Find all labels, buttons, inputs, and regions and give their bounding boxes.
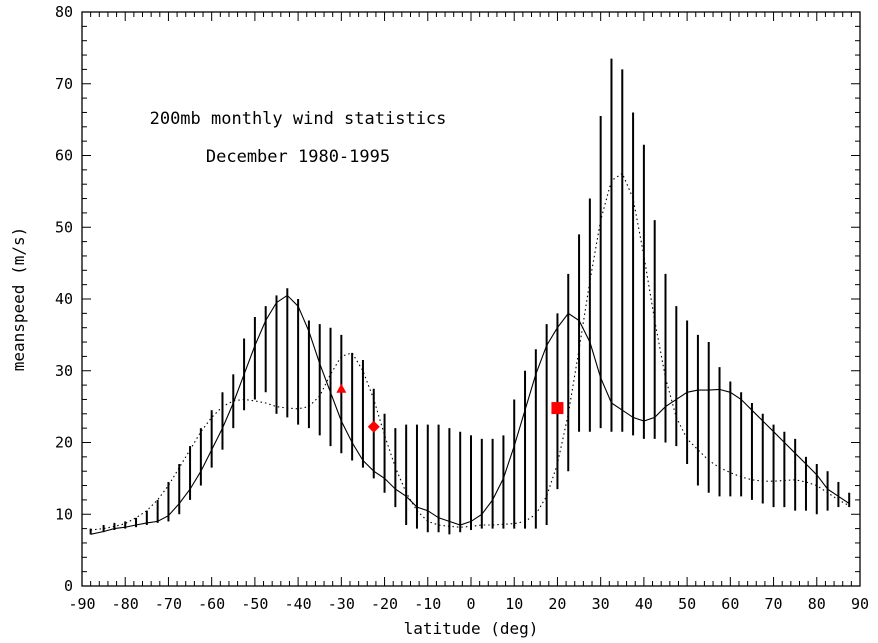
marker-triangle	[336, 383, 347, 393]
x-tick-label: 30	[592, 595, 610, 613]
x-tick-label: -40	[285, 595, 312, 613]
x-tick-label: 40	[635, 595, 653, 613]
marker-diamond	[367, 420, 380, 433]
x-tick-label: -10	[414, 595, 441, 613]
x-tick-label: 0	[466, 595, 475, 613]
y-tick-label: 40	[55, 290, 73, 308]
x-tick-label: 80	[808, 595, 826, 613]
y-tick-label: 70	[55, 75, 73, 93]
x-tick-label: -90	[68, 595, 95, 613]
y-axis-label: meanspeed (m/s)	[9, 227, 28, 372]
marker-square	[551, 402, 564, 415]
dotted-line-series	[90, 172, 850, 531]
x-tick-label: 10	[505, 595, 523, 613]
x-tick-label: 20	[548, 595, 566, 613]
axis-ticks	[81, 11, 861, 587]
series-lines	[90, 172, 850, 535]
y-tick-label: 20	[55, 434, 73, 452]
x-tick-label: -20	[371, 595, 398, 613]
x-tick-label: -70	[155, 595, 182, 613]
axis-tick-labels: -90 -80 -70 -60 -50 -40 -30 -20 -10 0 10 20 30 40 50 60…	[55, 3, 869, 613]
chart-subtitle: December 1980-1995	[206, 147, 390, 167]
x-tick-label: -50	[241, 595, 268, 613]
y-tick-label: 50	[55, 218, 73, 236]
red-markers	[336, 383, 564, 433]
y-tick-label: 0	[64, 577, 73, 595]
x-tick-label: -60	[198, 595, 225, 613]
y-tick-label: 80	[55, 3, 73, 21]
x-tick-label: -30	[328, 595, 355, 613]
y-tick-label: 60	[55, 147, 73, 165]
x-tick-label: 60	[721, 595, 739, 613]
solid-line-series	[90, 294, 850, 535]
x-tick-label: 70	[765, 595, 783, 613]
x-tick-label: 90	[851, 595, 869, 613]
x-tick-label: 50	[678, 595, 696, 613]
x-tick-label: -80	[112, 595, 139, 613]
chart-title: 200mb monthly wind statistics	[150, 109, 447, 129]
y-tick-label: 10	[55, 505, 73, 523]
y-tick-label: 30	[55, 362, 73, 380]
x-axis-label: latitude (deg)	[404, 619, 539, 638]
